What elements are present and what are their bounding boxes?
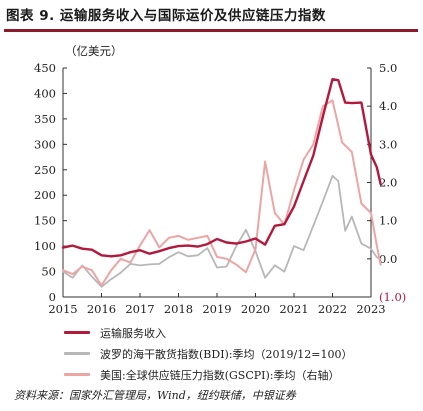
legend-swatch-bdi xyxy=(64,352,90,355)
left-axis-unit: （亿美元） xyxy=(65,44,123,58)
chart-legend: 运输服务收入 波罗的海干散货指数(BDI):季均（2019/12=100） 美国… xyxy=(64,322,352,385)
legend-item-transport: 运输服务收入 xyxy=(64,322,352,343)
series-line-bdi xyxy=(62,175,382,288)
x-tick-label: 2021 xyxy=(279,302,308,316)
left-tick-label: 0 xyxy=(49,290,56,304)
left-tick-label: 450 xyxy=(34,61,56,75)
source-note: 资料来源：国家外汇管理局，Wind，纽约联储，中银证券 xyxy=(14,389,296,402)
x-tick-label: 2019 xyxy=(202,302,231,316)
legend-swatch-transport xyxy=(64,331,90,334)
series-line-gscpi xyxy=(62,99,382,287)
left-tick-label: 350 xyxy=(34,112,56,126)
figure-title: 图表 9. 运输服务收入与国际运价及供应链压力指数 xyxy=(6,8,326,24)
legend-swatch-gscpi xyxy=(64,373,90,376)
x-tick-label: 2016 xyxy=(87,302,116,316)
series-line-transport xyxy=(61,78,382,258)
left-tick-label: 150 xyxy=(34,214,56,228)
legend-label-gscpi: 美国:全球供应链压力指数(GSCPI):季均（右轴） xyxy=(100,368,340,382)
right-tick-label: 2.0 xyxy=(379,176,397,190)
legend-label-bdi: 波罗的海干散货指数(BDI):季均（2019/12=100） xyxy=(100,347,353,361)
x-tick-label: 2020 xyxy=(241,302,270,316)
right-tick-label: 3.0 xyxy=(379,137,397,151)
title-divider xyxy=(4,29,418,32)
left-tick-label: 300 xyxy=(34,137,56,151)
right-tick-label: 0.0 xyxy=(379,252,397,266)
right-tick-label: (1.0) xyxy=(379,290,406,304)
x-tick-label: 2023 xyxy=(356,302,385,316)
x-tick-label: 2015 xyxy=(48,302,77,316)
legend-item-gscpi: 美国:全球供应链压力指数(GSCPI):季均（右轴） xyxy=(64,364,352,385)
left-tick-label: 50 xyxy=(41,265,56,279)
legend-label-transport: 运输服务收入 xyxy=(100,326,166,340)
legend-item-bdi: 波罗的海干散货指数(BDI):季均（2019/12=100） xyxy=(64,343,352,364)
x-tick-label: 2022 xyxy=(318,302,347,316)
x-tick-label: 2018 xyxy=(164,302,193,316)
right-tick-label: 5.0 xyxy=(379,61,397,75)
left-tick-label: 250 xyxy=(34,163,56,177)
left-tick-label: 100 xyxy=(34,239,56,253)
right-tick-label: 1.0 xyxy=(379,214,397,228)
left-tick-label: 200 xyxy=(34,188,56,202)
right-tick-label: 4.0 xyxy=(379,99,397,113)
left-tick-label: 400 xyxy=(34,86,56,100)
x-tick-label: 2017 xyxy=(125,302,154,316)
line-chart: 0 50 100 150 200 250 300 350 400 450 (1.0) 0.0 1.0 2.… xyxy=(34,44,406,316)
